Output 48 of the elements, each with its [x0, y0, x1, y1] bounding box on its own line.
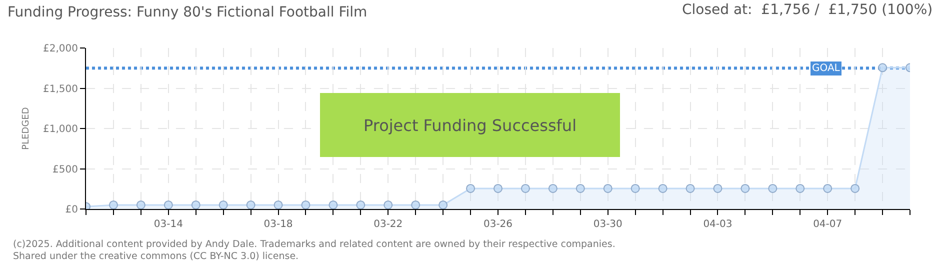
point	[301, 200, 310, 209]
chart-title: Funding Progress: Funny 80's Fictional Football Film	[8, 4, 368, 21]
point	[630, 184, 640, 193]
point	[713, 184, 722, 193]
x-tick-label: 04-07	[813, 219, 842, 230]
point	[576, 184, 585, 193]
point	[878, 63, 888, 72]
y-tick-label: £500	[52, 164, 78, 176]
success-banner: Project Funding Successful	[320, 93, 620, 157]
point	[686, 184, 695, 193]
text: Shared under the creative commons (CC BY-NC 3.0) license.	[13, 251, 299, 262]
y-axis-title: PLEDGED	[21, 107, 32, 150]
x-tick-label: 03-26	[483, 219, 513, 230]
point	[191, 200, 200, 209]
chart-subtitle: Closed at: £1,756 / £1,750 (100%)	[682, 2, 933, 18]
x-tick-label: 03-14	[154, 219, 183, 230]
point	[274, 200, 283, 209]
point	[246, 200, 256, 209]
point	[108, 200, 118, 209]
y-tick-label: £1,500	[43, 84, 78, 95]
x-tick-label: 04-03	[703, 219, 732, 230]
y-tick-label: £0	[65, 204, 78, 216]
point	[411, 200, 420, 209]
x-tick-label: 03-22	[374, 219, 403, 230]
point	[850, 184, 860, 193]
point	[768, 184, 778, 193]
point	[740, 184, 750, 193]
point	[548, 184, 558, 193]
x-tick-label: 03-30	[593, 219, 622, 230]
point	[164, 200, 173, 209]
point	[796, 184, 805, 193]
point	[218, 200, 228, 209]
point	[328, 200, 338, 209]
point	[494, 184, 502, 193]
point	[823, 184, 832, 193]
point	[520, 184, 530, 193]
point	[384, 200, 393, 209]
point	[603, 184, 612, 193]
point	[356, 200, 366, 209]
point	[438, 200, 448, 209]
ref-line-label: GOAL	[812, 63, 840, 74]
point	[466, 184, 476, 193]
point	[658, 184, 668, 193]
y-tick-label: £2,000	[43, 44, 78, 54]
y-tick-label: £1,000	[43, 124, 78, 135]
text: (c)2025. Additional content provided by Andy Dale. Trademarks and related content are owned by their respective companies.	[13, 239, 616, 250]
point	[136, 200, 146, 209]
x-tick-label: 03-18	[264, 219, 293, 230]
